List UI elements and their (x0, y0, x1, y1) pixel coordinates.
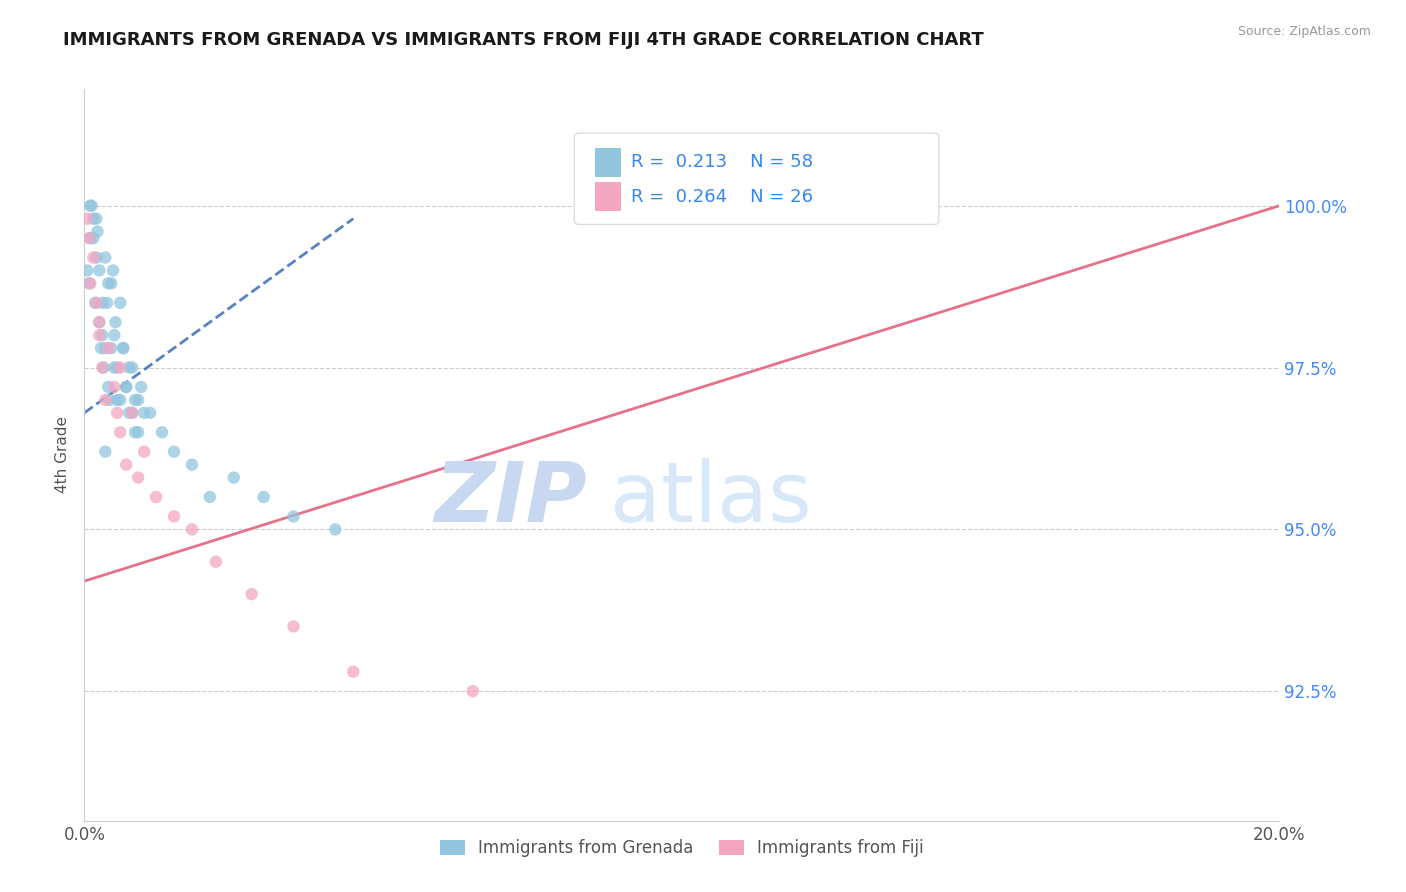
Point (139, 406, 162, 420)
Point (132, 444, 156, 458)
Point (91, 295, 114, 310)
Point (90, 341, 112, 355)
Text: atlas: atlas (610, 458, 811, 540)
Point (115, 380, 138, 394)
Text: R =  0.213    N = 58: R = 0.213 N = 58 (630, 153, 813, 171)
Point (82, 211, 104, 226)
Point (79, 277, 101, 291)
Point (103, 328, 125, 343)
Point (283, 619, 305, 633)
Point (124, 392, 146, 407)
Legend: Immigrants from Grenada, Immigrants from Fiji: Immigrants from Grenada, Immigrants from… (433, 832, 931, 863)
Point (89, 263, 111, 277)
Text: IMMIGRANTS FROM GRENADA VS IMMIGRANTS FROM FIJI 4TH GRADE CORRELATION CHART: IMMIGRANTS FROM GRENADA VS IMMIGRANTS FR… (63, 31, 984, 49)
Point (98, 392, 121, 407)
Point (84, 295, 107, 310)
Point (163, 509, 186, 524)
Point (86, 225, 108, 239)
Point (110, 392, 132, 407)
Text: R =  0.264    N = 26: R = 0.264 N = 26 (630, 187, 813, 206)
Point (222, 470, 245, 484)
Point (283, 509, 305, 524)
Point (82, 251, 104, 265)
Point (91, 328, 114, 343)
Point (79, 199, 101, 213)
Point (121, 406, 143, 420)
Bar (595, 182, 621, 211)
Point (89, 328, 111, 343)
Point (82, 231, 104, 245)
Point (76, 211, 98, 226)
Point (118, 406, 141, 420)
Point (163, 444, 186, 458)
Point (112, 341, 135, 355)
Point (129, 380, 152, 394)
Point (118, 360, 141, 375)
Point (253, 490, 276, 504)
Point (145, 490, 167, 504)
Point (127, 425, 149, 440)
Point (115, 458, 138, 472)
Y-axis label: 4th Grade: 4th Grade (55, 417, 70, 493)
Point (104, 315, 127, 329)
FancyBboxPatch shape (575, 133, 939, 225)
Point (77, 277, 100, 291)
Point (127, 392, 149, 407)
Point (240, 587, 263, 601)
Point (79, 231, 101, 245)
Point (342, 665, 364, 679)
Point (94, 341, 117, 355)
Point (115, 380, 138, 394)
Point (910, 199, 932, 213)
Point (91, 360, 114, 375)
Bar (595, 148, 621, 177)
Point (97, 277, 120, 291)
Point (76, 263, 98, 277)
Point (97, 341, 120, 355)
Point (77, 231, 100, 245)
Point (100, 341, 122, 355)
Point (97, 380, 120, 394)
Text: Source: ZipAtlas.com: Source: ZipAtlas.com (1237, 25, 1371, 38)
Point (110, 425, 132, 440)
Point (105, 392, 128, 407)
Point (105, 360, 128, 375)
Point (89, 315, 111, 329)
Point (86, 211, 108, 226)
Point (94, 251, 117, 265)
Point (132, 406, 156, 420)
Point (101, 263, 124, 277)
Point (100, 277, 122, 291)
Point (86, 251, 108, 265)
Point (103, 360, 125, 375)
Point (96, 295, 118, 310)
Point (124, 425, 146, 440)
Point (93, 360, 115, 375)
Point (80, 199, 103, 213)
Point (110, 360, 132, 375)
Point (121, 360, 143, 375)
Point (86, 295, 108, 310)
Point (110, 295, 132, 310)
Point (127, 470, 149, 484)
Point (94, 444, 117, 458)
Point (103, 380, 125, 394)
Point (205, 555, 228, 569)
Point (105, 406, 128, 420)
Point (112, 341, 135, 355)
Point (181, 458, 204, 472)
Text: ZIP: ZIP (433, 458, 586, 540)
Point (461, 684, 484, 698)
Point (181, 522, 204, 536)
Point (198, 490, 221, 504)
Point (121, 406, 143, 420)
Point (89, 315, 111, 329)
Point (325, 522, 347, 536)
Point (150, 425, 173, 440)
Point (94, 392, 117, 407)
